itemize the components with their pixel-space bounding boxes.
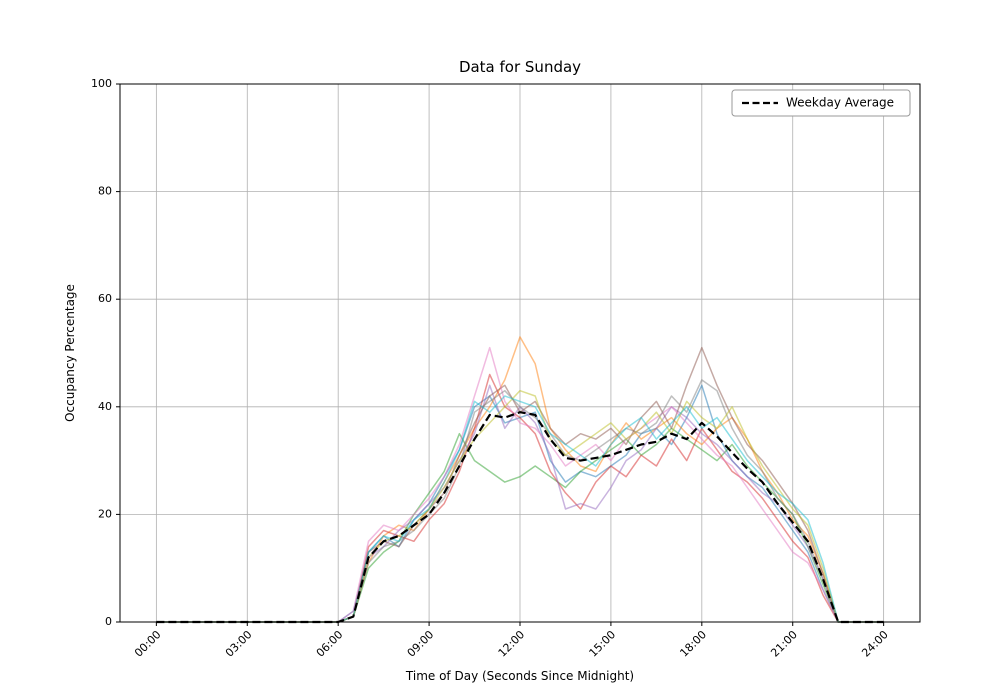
x-tick-label: 24:00	[859, 628, 891, 660]
y-tick-label: 40	[98, 400, 112, 413]
x-tick-label: 21:00	[768, 628, 800, 660]
x-tick-label: 18:00	[677, 628, 709, 660]
y-tick-label: 20	[98, 507, 112, 520]
y-tick-label: 100	[91, 77, 112, 90]
x-tick-label: 12:00	[496, 628, 528, 660]
y-tick-label: 80	[98, 185, 112, 198]
x-tick-label: 15:00	[587, 628, 619, 660]
y-tick-label: 0	[105, 615, 112, 628]
y-tick-label: 60	[98, 292, 112, 305]
y-axis-label: Occupancy Percentage	[63, 284, 77, 422]
legend-label: Weekday Average	[786, 96, 894, 110]
chart-title: Data for Sunday	[458, 58, 582, 76]
x-tick-label: 03:00	[223, 628, 255, 660]
x-tick-label: 09:00	[405, 628, 437, 660]
x-axis-label: Time of Day (Seconds Since Midnight)	[405, 669, 635, 683]
x-tick-label: 06:00	[314, 628, 346, 660]
legend-box	[731, 89, 911, 117]
x-tick-label: 00:00	[132, 628, 164, 660]
